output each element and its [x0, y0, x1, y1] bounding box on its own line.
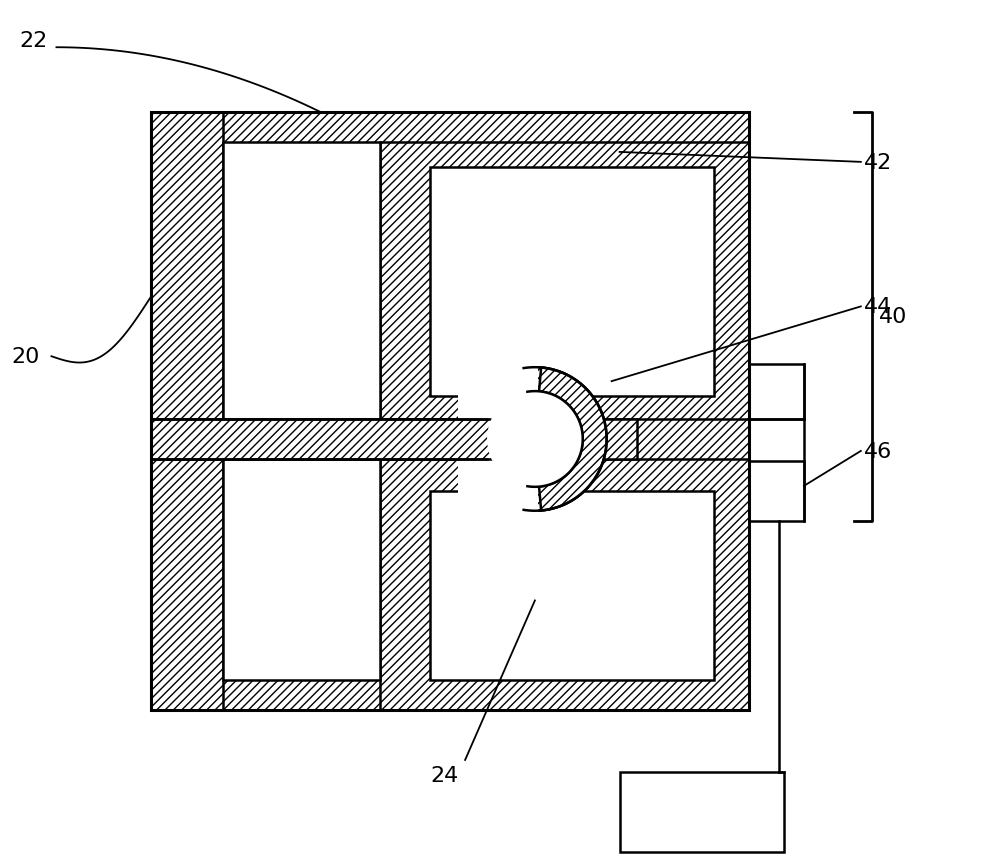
Bar: [223, 460, 380, 680]
Circle shape: [487, 392, 583, 487]
Wedge shape: [539, 368, 607, 511]
Bar: [749, 365, 804, 419]
Bar: [151, 419, 585, 460]
Text: 24: 24: [430, 765, 458, 785]
Circle shape: [487, 392, 583, 487]
Text: 46: 46: [864, 442, 892, 461]
Bar: [380, 143, 749, 419]
Bar: [380, 460, 749, 710]
Bar: [151, 113, 749, 710]
Bar: [151, 419, 637, 460]
Bar: [151, 113, 223, 710]
Text: 42: 42: [864, 152, 892, 173]
Text: 40: 40: [879, 307, 907, 327]
Bar: [430, 168, 714, 397]
Bar: [223, 143, 380, 419]
Wedge shape: [463, 368, 607, 511]
Bar: [458, 362, 538, 516]
Text: 44: 44: [864, 297, 892, 317]
Text: 22: 22: [20, 31, 48, 52]
Bar: [749, 461, 804, 521]
Bar: [430, 492, 714, 680]
Text: 20: 20: [12, 347, 40, 367]
Bar: [151, 113, 749, 710]
Bar: [620, 772, 784, 852]
